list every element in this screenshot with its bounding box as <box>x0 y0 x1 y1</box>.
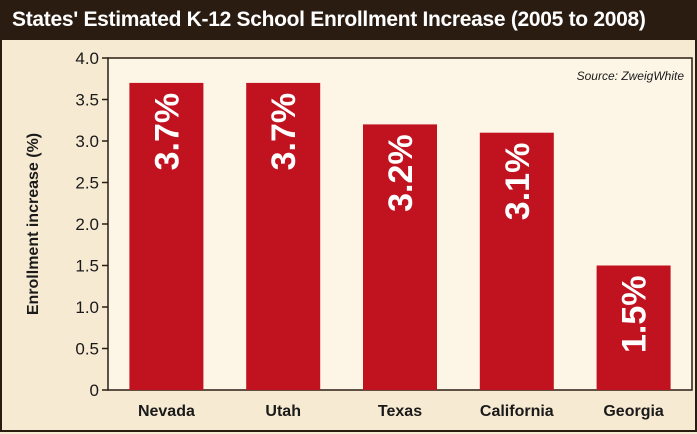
y-axis-label: Enrollment increase (%) <box>25 133 42 315</box>
y-tick-label: 2.0 <box>75 215 99 234</box>
y-tick-label: 0.5 <box>75 340 99 359</box>
y-tick-label: 0 <box>90 381 99 400</box>
bar <box>246 82 321 391</box>
x-tick-label: Texas <box>378 403 422 420</box>
y-tick-label: 1.5 <box>75 257 99 276</box>
chart-title: States' Estimated K-12 School Enrollment… <box>12 8 646 31</box>
title-bar: States' Estimated K-12 School Enrollment… <box>2 2 695 40</box>
y-tick-label: 4.0 <box>75 49 99 68</box>
x-tick-label: Georgia <box>603 403 664 420</box>
source-note: Source: ZweigWhite <box>577 69 685 83</box>
y-tick-label: 3.0 <box>75 132 99 151</box>
bar <box>479 132 554 390</box>
y-tick-label: 3.5 <box>75 91 99 110</box>
data-label: 1.5% <box>616 276 654 354</box>
x-tick-label: California <box>480 403 554 420</box>
y-tick-label: 2.5 <box>75 174 99 193</box>
data-label: 3.2% <box>382 134 420 212</box>
bar <box>363 124 437 391</box>
x-tick-label: Nevada <box>138 403 195 420</box>
data-label: 3.7% <box>148 93 186 170</box>
data-label: 3.1% <box>499 143 537 221</box>
data-label: 3.7% <box>265 93 303 170</box>
bar <box>596 265 671 390</box>
bar <box>129 82 204 391</box>
x-tick-label: Utah <box>265 403 301 420</box>
y-tick-label: 1.0 <box>75 298 99 317</box>
